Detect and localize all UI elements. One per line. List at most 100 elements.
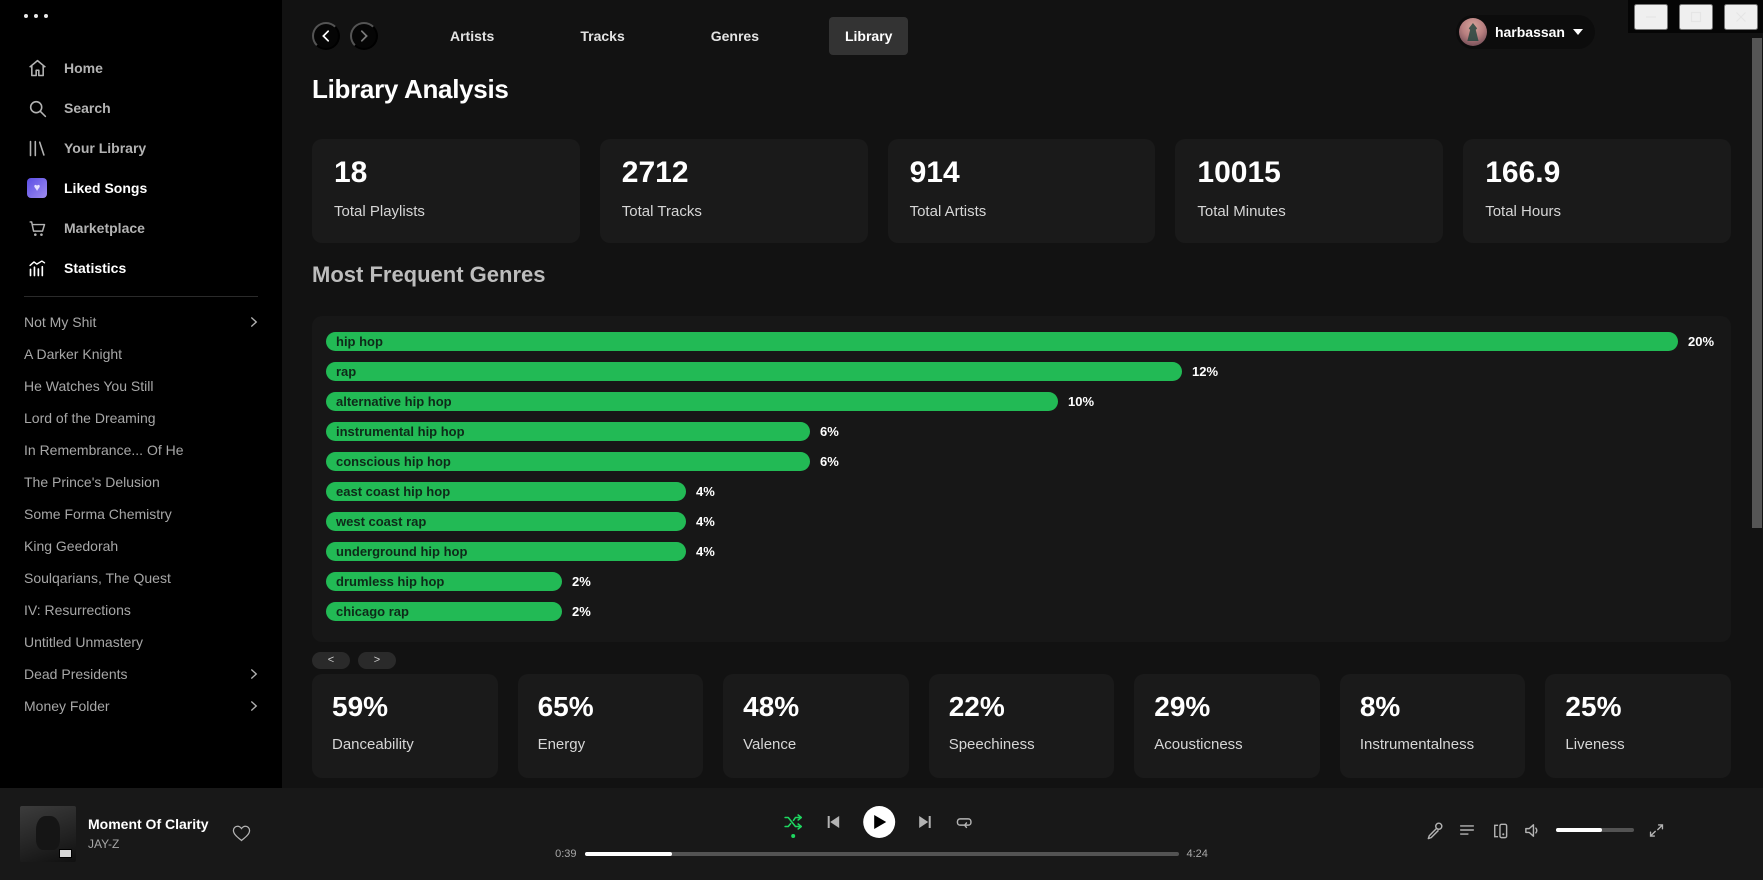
playlist-item[interactable]: IV: Resurrections	[0, 594, 282, 626]
page-title: Library Analysis	[312, 74, 509, 104]
genres-bar-chart: hip hop 20% rap 12% alternative hip hop 10% in…	[312, 316, 1731, 642]
feature-value: 22%	[948, 691, 1005, 722]
genre-bar[interactable]: chicago rap	[326, 602, 562, 621]
stat-label: Total Tracks	[621, 203, 702, 220]
stat-card: 914 Total Artists	[887, 139, 1156, 243]
volume-icon[interactable]	[1523, 821, 1542, 840]
genre-bar-row: instrumental hip hop 6%	[326, 422, 1731, 441]
play-button[interactable]	[862, 806, 895, 838]
genre-percent: 6%	[820, 424, 839, 439]
sidebar-item-liked-songs[interactable]: ♥ Liked Songs	[0, 168, 282, 208]
queue-icon[interactable]	[1458, 821, 1476, 839]
sidebar-item-home[interactable]: Home	[0, 48, 282, 88]
playback-controls	[783, 806, 973, 838]
sidebar-playlists: Not My Shit A Darker Knight He Watches You…	[0, 306, 282, 722]
genre-bar[interactable]: alternative hip hop	[326, 392, 1058, 411]
next-page-button[interactable]: >	[358, 652, 396, 669]
playlist-item[interactable]: King Geedorah	[0, 530, 282, 562]
tab-artists[interactable]: Artists	[434, 17, 510, 55]
time-total: 4:24	[1186, 848, 1208, 860]
lyrics-mic-icon[interactable]	[1425, 821, 1444, 840]
genre-bar-row: underground hip hop 4%	[326, 542, 1731, 561]
volume-slider[interactable]	[1556, 828, 1634, 832]
genre-bar[interactable]: underground hip hop	[326, 542, 686, 561]
feature-value: 65%	[537, 691, 594, 722]
forward-button[interactable]	[350, 22, 378, 50]
window-titlebar	[1628, 0, 1763, 33]
genre-bar-row: alternative hip hop 10%	[326, 392, 1731, 411]
genre-bar[interactable]: conscious hip hop	[326, 452, 810, 471]
genre-bar[interactable]: hip hop	[326, 332, 1678, 351]
tab-library[interactable]: Library	[828, 17, 909, 55]
feature-value: 59%	[332, 691, 389, 722]
repeat-icon[interactable]	[955, 813, 973, 831]
sidebar-item-statistics[interactable]: Statistics	[0, 248, 282, 288]
album-art[interactable]	[20, 806, 76, 862]
stat-value: 914	[909, 156, 960, 189]
time-elapsed: 0:39	[555, 848, 577, 860]
scrollbar-thumb[interactable]	[1752, 38, 1762, 528]
your-library-icon	[26, 137, 48, 159]
genre-label: instrumental hip hop	[336, 424, 465, 439]
stat-label: Total Artists	[909, 203, 987, 220]
search-icon	[26, 97, 48, 119]
fullscreen-icon[interactable]	[1648, 822, 1665, 839]
sidebar: Home Search Your Library ♥ Liked Songs Market…	[0, 0, 282, 788]
user-menu[interactable]: harbassan	[1455, 15, 1595, 49]
genre-bar[interactable]: instrumental hip hop	[326, 422, 810, 441]
sidebar-item-search[interactable]: Search	[0, 88, 282, 128]
playlist-item[interactable]: Not My Shit	[0, 306, 282, 338]
genre-bar-row: east coast hip hop 4%	[326, 482, 1731, 501]
playlist-item[interactable]: Some Forma Chemistry	[0, 498, 282, 530]
genre-label: underground hip hop	[336, 544, 468, 559]
shuffle-icon[interactable]	[783, 813, 803, 838]
sidebar-item-your-library[interactable]: Your Library	[0, 128, 282, 168]
progress-bar[interactable]	[584, 852, 1179, 856]
maximize-button[interactable]	[1678, 3, 1713, 30]
previous-track-icon[interactable]	[825, 814, 841, 830]
playlist-item[interactable]: The Prince's Delusion	[0, 466, 282, 498]
app-menu-icon[interactable]	[24, 14, 48, 18]
genre-bar[interactable]: east coast hip hop	[326, 482, 686, 501]
feature-label: Danceability	[332, 736, 414, 753]
playlist-item[interactable]: Lord of the Dreaming	[0, 402, 282, 434]
playlist-label: Money Folder	[24, 698, 110, 714]
playlist-item[interactable]: Money Folder	[0, 690, 282, 722]
sidebar-item-label: Statistics	[64, 260, 127, 276]
genre-bar[interactable]: rap	[326, 362, 1182, 381]
prev-page-button[interactable]: <	[312, 652, 350, 669]
stat-value: 166.9	[1485, 156, 1561, 189]
playlist-label: Dead Presidents	[24, 666, 128, 682]
genre-percent: 6%	[820, 454, 839, 469]
now-playing-artist[interactable]: JAY-Z	[88, 837, 120, 851]
stat-card: 2712 Total Tracks	[599, 139, 868, 243]
sidebar-item-label: Search	[64, 100, 111, 116]
genres-section-title: Most Frequent Genres	[312, 262, 546, 287]
next-track-icon[interactable]	[917, 814, 933, 830]
genre-label: rap	[336, 364, 357, 379]
genre-percent: 20%	[1688, 334, 1715, 349]
sidebar-item-marketplace[interactable]: Marketplace	[0, 208, 282, 248]
genre-bar[interactable]: west coast rap	[326, 512, 686, 531]
connect-device-icon[interactable]	[1490, 821, 1509, 840]
playlist-item[interactable]: Soulqarians, The Quest	[0, 562, 282, 594]
back-button[interactable]	[312, 22, 340, 50]
feature-value: 48%	[743, 691, 800, 722]
now-playing-title[interactable]: Moment Of Clarity	[88, 816, 209, 832]
playlist-item[interactable]: A Darker Knight	[0, 338, 282, 370]
minimize-button[interactable]	[1633, 3, 1668, 30]
playlist-item[interactable]: In Remembrance... Of He	[0, 434, 282, 466]
playlist-label: Some Forma Chemistry	[24, 506, 172, 522]
genre-percent: 4%	[696, 484, 715, 499]
genre-bar[interactable]: drumless hip hop	[326, 572, 562, 591]
close-button[interactable]	[1723, 3, 1758, 30]
like-icon[interactable]	[232, 824, 251, 842]
stat-value: 10015	[1197, 156, 1281, 189]
tab-genres[interactable]: Genres	[695, 17, 775, 55]
playlist-item[interactable]: He Watches You Still	[0, 370, 282, 402]
playlist-item[interactable]: Untitled Unmastery	[0, 626, 282, 658]
feature-label: Energy	[537, 736, 586, 753]
genre-label: west coast rap	[336, 514, 427, 529]
playlist-item[interactable]: Dead Presidents	[0, 658, 282, 690]
tab-tracks[interactable]: Tracks	[564, 17, 640, 55]
